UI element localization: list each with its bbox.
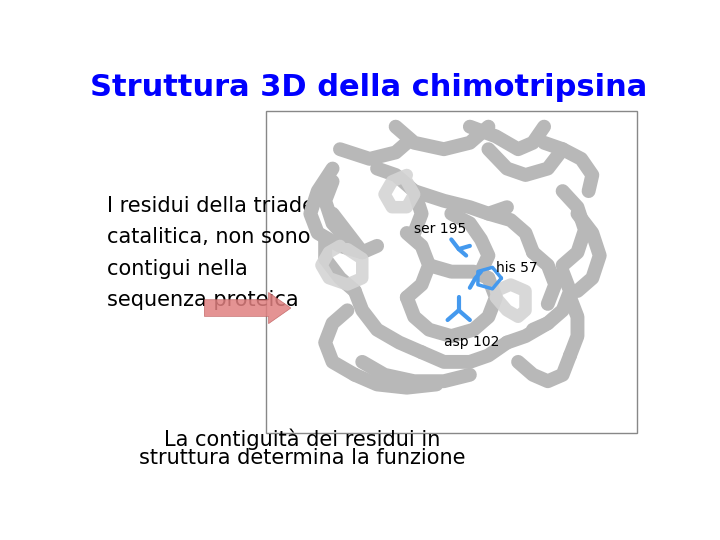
FancyArrow shape <box>204 293 291 323</box>
Text: catalitica, non sono: catalitica, non sono <box>107 227 310 247</box>
Text: sequenza proteica: sequenza proteica <box>107 290 298 310</box>
Text: I residui della triade: I residui della triade <box>107 196 315 216</box>
FancyBboxPatch shape <box>266 111 637 433</box>
Text: contigui nella: contigui nella <box>107 259 248 279</box>
Text: Struttura 3D della chimotripsina: Struttura 3D della chimotripsina <box>91 73 647 102</box>
Text: La contiguità dei residui in: La contiguità dei residui in <box>164 428 440 450</box>
Text: struttura determina la funzione: struttura determina la funzione <box>139 448 465 468</box>
